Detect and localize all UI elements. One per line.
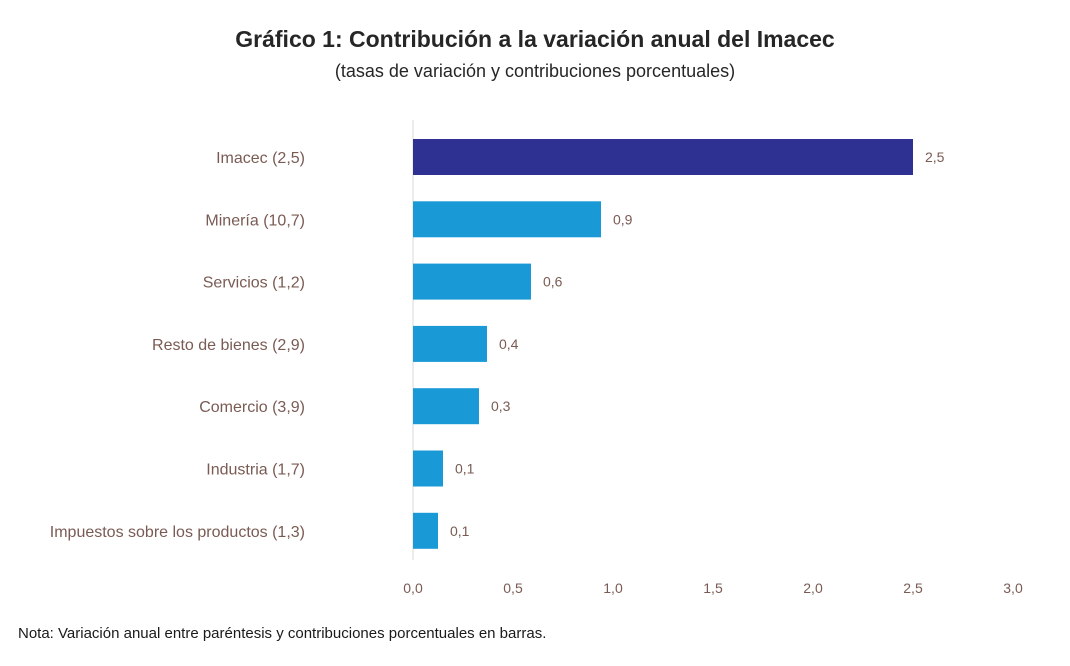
bar [413,388,479,425]
bar-chart: Imacec (2,5) 2,5 Minería (10,7) 0,9 Servicio… [50,120,1023,596]
bar [413,450,443,487]
x-tick-label: 1,5 [703,580,723,596]
category-label: Industria (1,7) [206,462,305,479]
x-tick-label: 3,0 [1003,580,1023,596]
category-label: Minería (10,7) [205,212,305,229]
category-label: Comercio (3,9) [199,399,305,416]
bar-value-label: 0,6 [543,274,563,290]
x-tick-label: 2,0 [803,580,823,596]
x-tick-label: 1,0 [603,580,623,596]
bar-value-label: 0,1 [450,523,470,539]
bar-value-label: 2,5 [925,149,945,165]
bar [413,139,913,175]
category-label: Impuestos sobre los productos (1,3) [50,524,305,541]
bar-value-label: 0,3 [491,398,511,414]
category-label: Resto de bienes (2,9) [152,337,305,354]
footnote: Nota: Variación anual entre paréntesis y… [18,625,547,642]
x-tick-label: 0,0 [403,580,423,596]
category-label: Imacec (2,5) [216,150,305,167]
bar [413,263,531,300]
x-tick-label: 2,5 [903,580,923,596]
bar [413,325,487,362]
bar [413,512,438,549]
bar [413,201,601,238]
bar-value-label: 0,1 [455,461,475,477]
bar-value-label: 0,9 [613,211,633,227]
category-label: Servicios (1,2) [203,275,305,292]
chart-title: Gráfico 1: Contribución a la variación a… [235,26,835,52]
chart-subtitle: (tasas de variación y contribuciones por… [334,61,736,81]
bar-value-label: 0,4 [499,336,519,352]
x-tick-label: 0,5 [503,580,523,596]
